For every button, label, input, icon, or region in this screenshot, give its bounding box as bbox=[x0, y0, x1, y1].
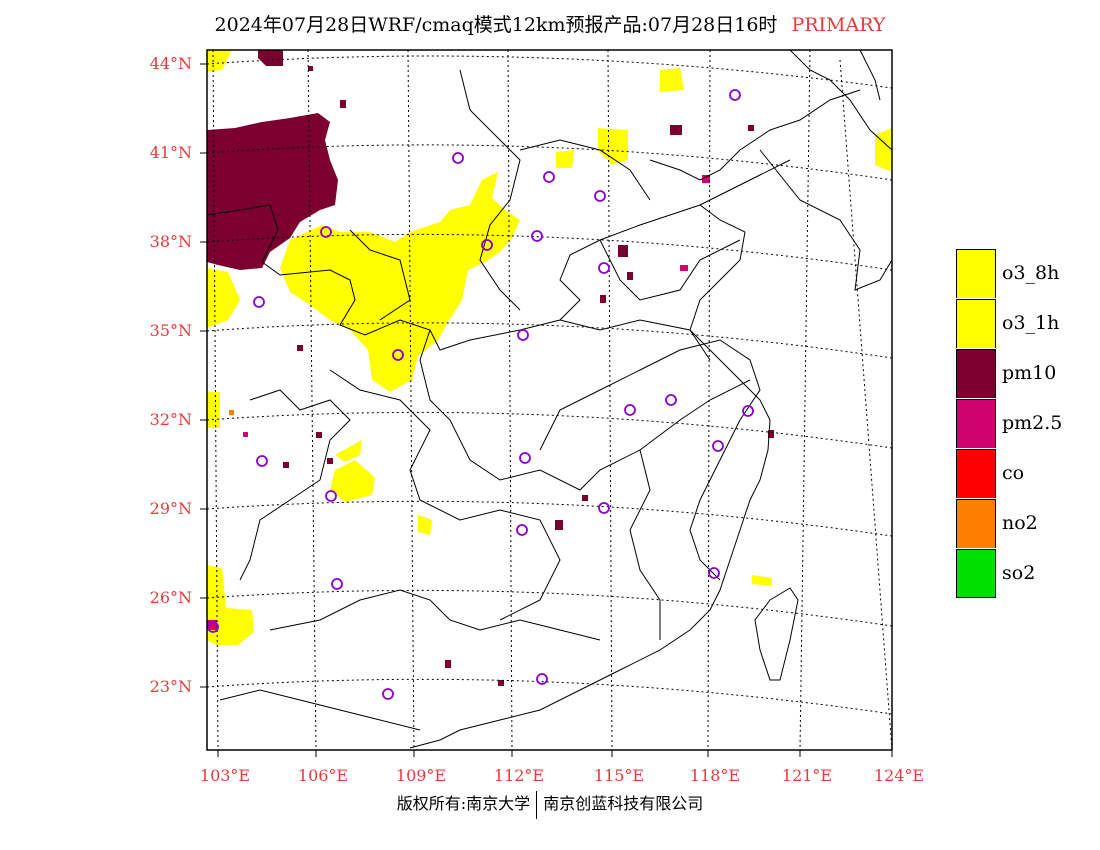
province-boundaries bbox=[206, 69, 791, 731]
legend-item-pm10: pm10 bbox=[956, 348, 1062, 398]
legend-swatch bbox=[956, 348, 996, 398]
o3-region-west-edge bbox=[207, 268, 240, 328]
legend-item-o3-8h: o3_8h bbox=[956, 248, 1062, 298]
o3-region-guizhou bbox=[418, 515, 432, 535]
legend-item-so2: so2 bbox=[956, 548, 1062, 598]
no2-speck bbox=[229, 410, 234, 415]
lat-label-38: 38°N bbox=[149, 232, 192, 251]
copyright-left: 版权所有:南京大学 bbox=[396, 794, 531, 813]
map-frame bbox=[206, 49, 893, 751]
coastline bbox=[409, 49, 893, 749]
o3-region-southwest bbox=[207, 565, 254, 645]
graticule bbox=[206, 49, 893, 751]
pm10-patch-north bbox=[258, 50, 283, 66]
legend-swatch bbox=[956, 248, 996, 298]
lon-label-112: 112°E bbox=[493, 766, 545, 785]
o3-region-beijing bbox=[598, 128, 628, 165]
legend-label: o3_8h bbox=[1002, 262, 1060, 284]
legend-label: co bbox=[1002, 462, 1025, 484]
lon-label-109: 109°E bbox=[395, 766, 447, 785]
map-title: 2024年07月28日WRF/cmaq模式12km预报产品:07月28日16时 P… bbox=[0, 10, 1100, 37]
legend-label: pm10 bbox=[1002, 362, 1057, 384]
o3-region-yunnan bbox=[330, 460, 375, 502]
lat-label-29: 29°N bbox=[149, 499, 192, 518]
lat-label-44: 44°N bbox=[149, 54, 192, 73]
o3-region-inner-mongolia bbox=[660, 68, 684, 92]
lon-label-124: 124°E bbox=[873, 766, 925, 785]
lon-label-115: 115°E bbox=[593, 766, 645, 785]
station-markers bbox=[207, 89, 754, 700]
copyright-footer: 版权所有:南京大学 南京创蓝科技有限公司 bbox=[0, 790, 1100, 819]
o3-region-loess bbox=[280, 172, 520, 392]
pollutant-legend: o3_8h o3_1h pm10 pm2.5 co no2 so2 bbox=[956, 248, 1062, 598]
legend-swatch bbox=[956, 548, 996, 598]
title-text: 2024年07月28日WRF/cmaq模式12km预报产品:07月28日16时 bbox=[214, 14, 778, 36]
legend-label: pm2.5 bbox=[1002, 412, 1063, 434]
o3-region-hebei bbox=[556, 150, 574, 168]
lat-label-41: 41°N bbox=[149, 143, 192, 162]
axis-ticks bbox=[200, 63, 893, 757]
o3-region-northeast-edge bbox=[875, 128, 892, 172]
copyright-right: 南京创蓝科技有限公司 bbox=[543, 794, 704, 813]
lon-label-106: 106°E bbox=[297, 766, 349, 785]
legend-item-no2: no2 bbox=[956, 498, 1062, 548]
o3-region-sichuan bbox=[335, 440, 362, 462]
legend-swatch bbox=[956, 298, 996, 348]
lat-label-26: 26°N bbox=[149, 588, 192, 607]
legend-label: o3_1h bbox=[1002, 312, 1060, 334]
legend-item-o3-1h: o3_1h bbox=[956, 298, 1062, 348]
lon-label-103: 103°E bbox=[199, 766, 251, 785]
legend-swatch bbox=[956, 448, 996, 498]
legend-label: so2 bbox=[1002, 562, 1036, 584]
lat-label-35: 35°N bbox=[149, 321, 192, 340]
legend-item-pm25: pm2.5 bbox=[956, 398, 1062, 448]
o3-region-taiwan-strait bbox=[752, 575, 772, 586]
pm25-specks bbox=[207, 175, 710, 630]
lat-label-23: 23°N bbox=[149, 677, 192, 696]
legend-swatch bbox=[956, 398, 996, 448]
footer-separator bbox=[536, 790, 538, 819]
legend-swatch bbox=[956, 498, 996, 548]
primary-tag: PRIMARY bbox=[791, 14, 886, 36]
lon-label-118: 118°E bbox=[689, 766, 741, 785]
lat-label-32: 32°N bbox=[149, 410, 192, 429]
legend-item-co: co bbox=[956, 448, 1062, 498]
o3-region-west-mid bbox=[207, 392, 220, 428]
lon-label-121: 121°E bbox=[781, 766, 833, 785]
pm10-specks bbox=[283, 66, 774, 686]
legend-label: no2 bbox=[1002, 512, 1038, 534]
o3-region-northwest-top bbox=[207, 50, 232, 72]
pm10-region-northwest bbox=[207, 113, 338, 270]
